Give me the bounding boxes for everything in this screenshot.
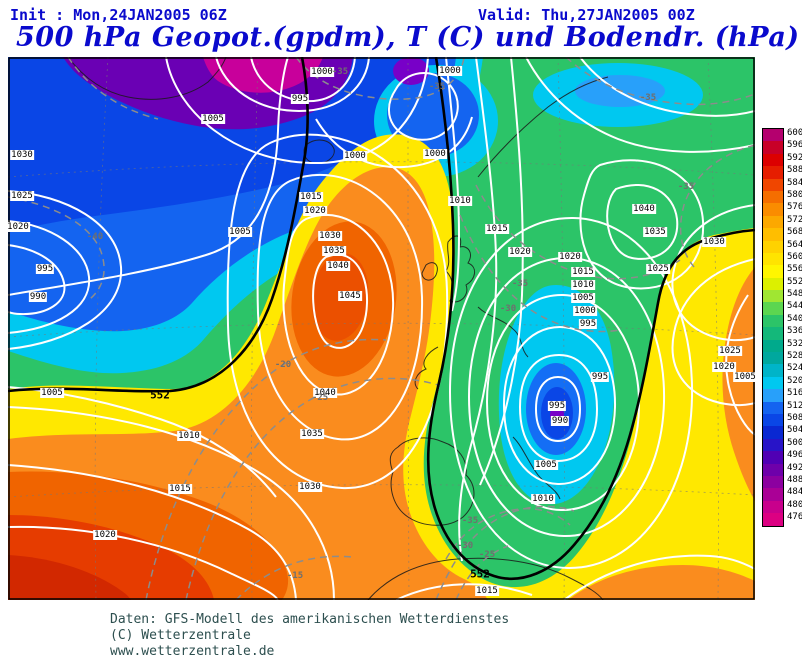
- colorbar-cell: [763, 215, 783, 229]
- colorbar-cell: [763, 240, 783, 253]
- colorbar-cell: [763, 401, 783, 414]
- colorbar-value: 548: [787, 289, 802, 300]
- colorbar-value: 560: [787, 251, 802, 262]
- colorbar-value: 524: [787, 363, 802, 374]
- colorbar-value: 508: [787, 412, 802, 423]
- colorbar-value: 552: [787, 276, 802, 287]
- map-border: [8, 57, 755, 600]
- colorbar-value: 544: [787, 301, 802, 312]
- init-time-text: Init : Mon,24JAN2005 06Z: [10, 6, 227, 24]
- colorbar-value: 520: [787, 375, 802, 386]
- colorbar-value: 568: [787, 227, 802, 238]
- colorbar-cell: [763, 475, 783, 489]
- colorbar-value: 580: [787, 189, 802, 200]
- weather-map: 1030 1025 1020 995 990 1005 1020 1015 1010 1005 99…: [6, 57, 757, 600]
- colorbar-value: 480: [787, 499, 802, 510]
- map-canvas: [8, 57, 755, 600]
- colorbar-cell: [763, 314, 783, 328]
- colorbar-cell: [763, 129, 783, 142]
- colorbar-value: 564: [787, 239, 802, 250]
- colorbar-value: 496: [787, 450, 802, 461]
- colorbar-labels: 600 596 592 588 584 580 576 572 568 564 560 556 552 5…: [787, 128, 802, 527]
- colorbar-cell: [763, 153, 783, 167]
- colorbar-cell: [763, 141, 783, 154]
- colorbar-cell: [763, 265, 783, 278]
- colorbar-cell: [763, 339, 783, 353]
- colorbar-cell: [763, 290, 783, 303]
- colorbar-value: 596: [787, 140, 802, 151]
- colorbar-value: 532: [787, 338, 802, 349]
- colorbar-value: 556: [787, 264, 802, 275]
- colorbar-cell: [763, 389, 783, 402]
- colorbar-value: 592: [787, 152, 802, 163]
- colorbar: 600 596 592 588 584 580 576 572 568 564 560 556 552 5…: [762, 128, 802, 527]
- colorbar-value: 500: [787, 437, 802, 448]
- colorbar-cell: [763, 364, 783, 377]
- valid-time-text: Valid: Thu,27JAN2005 00Z: [478, 6, 695, 24]
- colorbar-value: 516: [787, 388, 802, 399]
- colorbar-value: 600: [787, 128, 802, 138]
- colorbar-cell: [763, 488, 783, 501]
- colorbar-value: 572: [787, 214, 802, 225]
- colorbar-value: 584: [787, 177, 802, 188]
- colorbar-cell: [763, 463, 783, 476]
- colorbar-value: 536: [787, 326, 802, 337]
- colorbar-value: 588: [787, 165, 802, 176]
- colorbar-cell: [763, 252, 783, 266]
- colorbar-cell: [763, 413, 783, 427]
- colorbar-cell: [763, 228, 783, 241]
- colorbar-cell: [763, 376, 783, 390]
- footer-line-url: www.wetterzentrale.de: [110, 644, 275, 658]
- geopotential-552-contours: [8, 57, 755, 581]
- colorbar-value: 504: [787, 425, 802, 436]
- colorbar-cell: [763, 500, 783, 514]
- isotherm-contours: [8, 57, 755, 600]
- colorbar-value: 512: [787, 400, 802, 411]
- colorbar-cell: [763, 451, 783, 464]
- colorbar-cell: [763, 277, 783, 291]
- colorbar-cell: [763, 352, 783, 365]
- colorbar-value: 576: [787, 202, 802, 213]
- colorbar-cell: [763, 178, 783, 191]
- colorbar-value: 492: [787, 462, 802, 473]
- colorbar-cell: [763, 426, 783, 439]
- color-field: [8, 57, 755, 600]
- page-title: 500 hPa Geopot.(gpdm), T (C) und Bodendr…: [16, 22, 800, 53]
- colorbar-cell: [763, 203, 783, 216]
- colorbar-scale: [762, 128, 784, 527]
- colorbar-cell: [763, 513, 783, 526]
- colorbar-value: 540: [787, 313, 802, 324]
- colorbar-cell: [763, 166, 783, 179]
- colorbar-value: 488: [787, 474, 802, 485]
- colorbar-value: 528: [787, 351, 802, 362]
- colorbar-cell: [763, 438, 783, 452]
- colorbar-cell: [763, 190, 783, 204]
- footer-credits: Daten: GFS-Modell des amerikanischen Wet…: [110, 612, 509, 658]
- footer-line-copyright: (C) Wetterzentrale: [110, 628, 251, 643]
- colorbar-cell: [763, 302, 783, 315]
- footer-line-source: Daten: GFS-Modell des amerikanischen Wet…: [110, 612, 510, 627]
- colorbar-value: 484: [787, 487, 802, 498]
- colorbar-cell: [763, 327, 783, 340]
- colorbar-value: 476: [787, 512, 802, 523]
